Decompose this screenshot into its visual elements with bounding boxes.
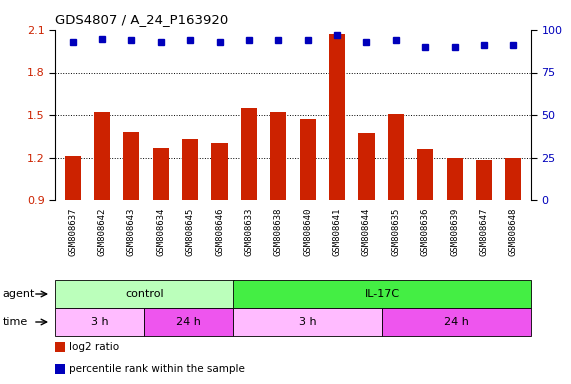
Bar [447, 157, 463, 200]
Bar [388, 114, 404, 200]
Text: log2 ratio: log2 ratio [69, 342, 119, 352]
Text: time: time [3, 317, 28, 327]
Bar [476, 161, 492, 200]
Bar [270, 112, 287, 200]
Bar [241, 108, 257, 200]
Bar [211, 143, 228, 200]
Text: agent: agent [3, 289, 35, 299]
Bar [123, 132, 139, 200]
Bar [329, 34, 345, 200]
Text: 3 h: 3 h [299, 317, 317, 327]
Bar [359, 133, 375, 200]
Bar [152, 147, 169, 200]
Bar [300, 119, 316, 200]
Text: percentile rank within the sample: percentile rank within the sample [69, 364, 245, 374]
Bar [417, 149, 433, 200]
Bar [505, 157, 521, 200]
Bar [94, 112, 110, 200]
Bar [65, 156, 81, 200]
Text: control: control [125, 289, 163, 299]
Text: GDS4807 / A_24_P163920: GDS4807 / A_24_P163920 [55, 13, 228, 26]
Text: 3 h: 3 h [91, 317, 108, 327]
Bar [182, 139, 198, 200]
Text: IL-17C: IL-17C [365, 289, 400, 299]
Text: 24 h: 24 h [444, 317, 469, 327]
Text: 24 h: 24 h [176, 317, 202, 327]
